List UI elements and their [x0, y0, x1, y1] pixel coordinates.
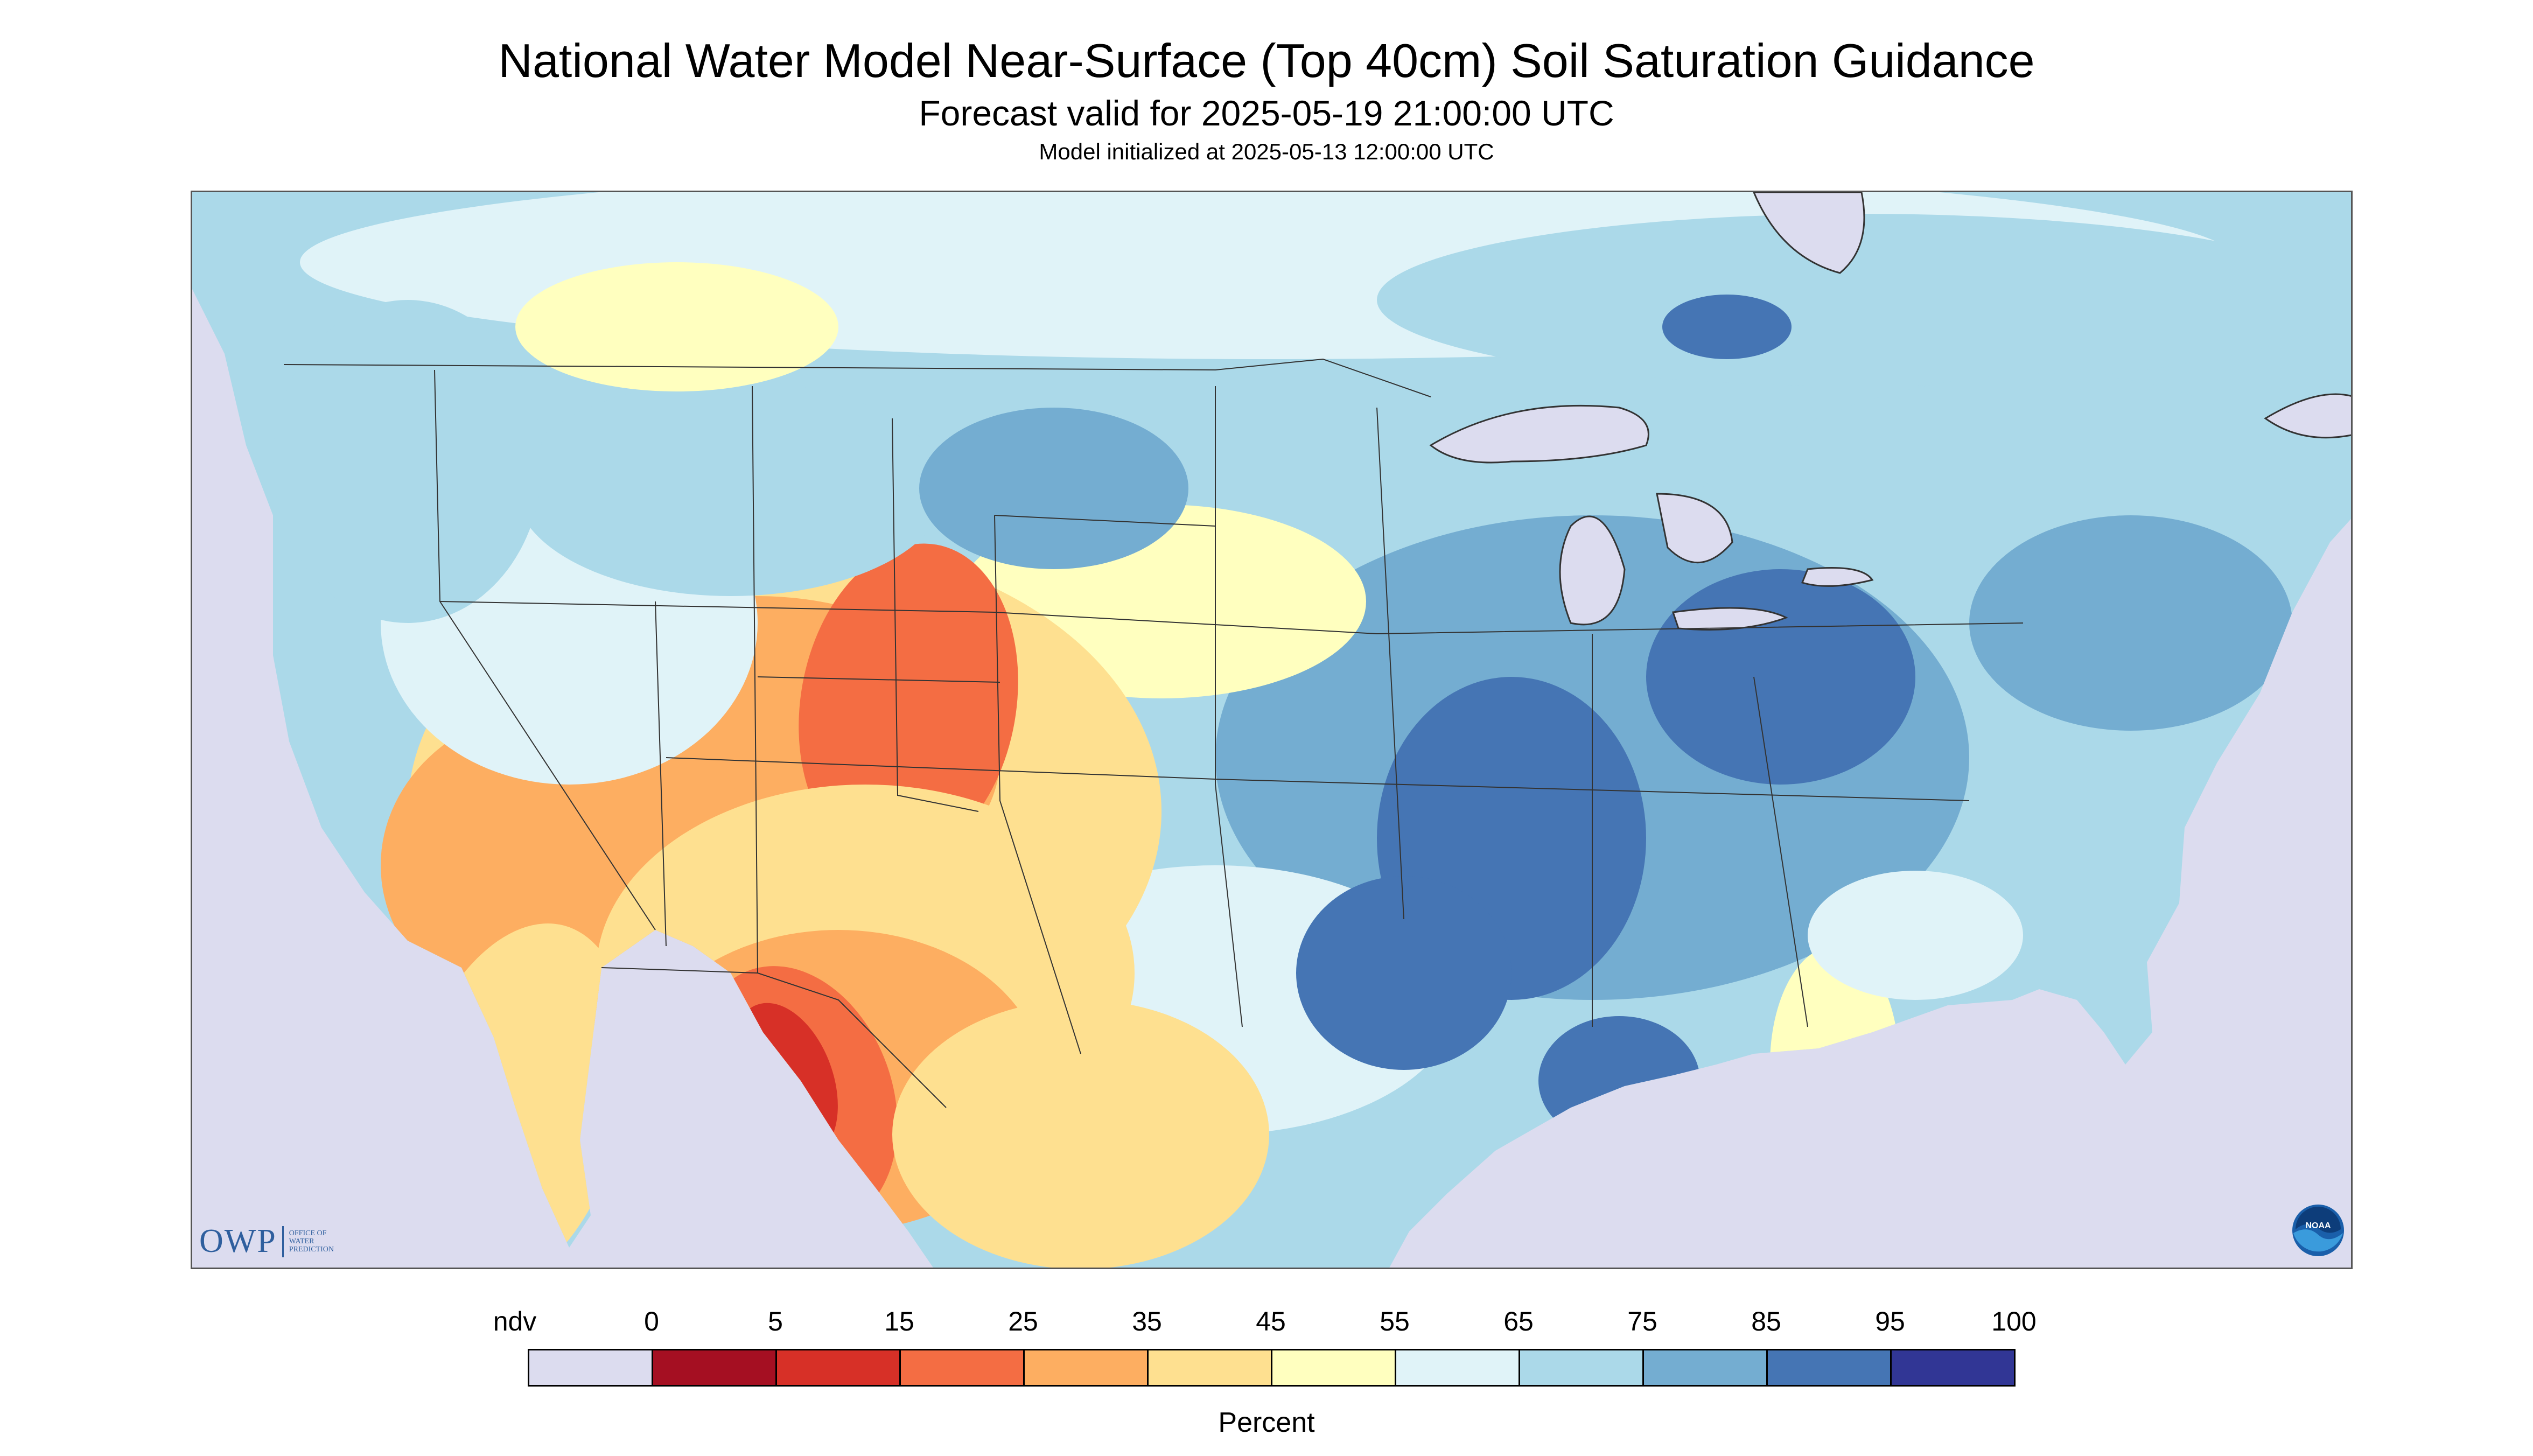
- saturation-region: [515, 381, 946, 596]
- saturation-region: [1969, 515, 2292, 731]
- color-legend: [528, 1349, 2019, 1397]
- legend-tick-5: 5: [768, 1306, 783, 1336]
- svg-text:NOAA: NOAA: [2305, 1221, 2331, 1230]
- james-bay: [1753, 192, 1865, 274]
- gulf-st-lawrence: [2264, 393, 2351, 439]
- saturation-region: [1646, 569, 1915, 785]
- legend-tick-95: 95: [1875, 1306, 1905, 1336]
- colorado-new-mexico: [892, 418, 979, 812]
- saturation-region: [919, 408, 1188, 569]
- plains-central: [1215, 386, 1243, 1027]
- noaa-logo: NOAA: [2292, 1205, 2344, 1256]
- saturation-region: [1377, 214, 2346, 386]
- legend-swatch-25-35: [1023, 1349, 1149, 1387]
- lake-ontario: [1801, 567, 1874, 587]
- legend-tick-100: 100: [1991, 1306, 2037, 1336]
- legend-swatch-75-85: [1642, 1349, 1768, 1387]
- soil-saturation-map: [191, 191, 2353, 1269]
- model-init-line: Model initialized at 2025-05-13 12:00:00…: [1039, 139, 1494, 164]
- us-mexico-border: [601, 967, 947, 1108]
- appalachian-west: [1753, 676, 1808, 1027]
- legend-swatch-65-75: [1519, 1349, 1644, 1387]
- legend-swatch-5-15: [775, 1349, 901, 1387]
- mountain-divide: [752, 386, 758, 974]
- legend-ndv-label: ndv: [493, 1306, 537, 1336]
- state-borders: [283, 358, 2024, 1108]
- legend-unit-label: Percent: [1218, 1407, 1315, 1438]
- legend-tick-0: 0: [644, 1306, 659, 1336]
- lake-huron: [1656, 493, 1733, 564]
- water-bodies: [1429, 192, 2351, 631]
- legend-tick-65: 65: [1503, 1306, 1534, 1336]
- plains-west: [994, 515, 1081, 1054]
- saturation-region: [1808, 871, 2023, 1000]
- legend-swatch-ndv: [528, 1349, 653, 1387]
- legend-tick-55: 55: [1380, 1306, 1410, 1336]
- owp-logo-subtext: OFFICE OF WATER PREDICTION: [289, 1229, 334, 1254]
- legend-swatch-55-65: [1395, 1349, 1520, 1387]
- legend-swatch-35-45: [1147, 1349, 1272, 1387]
- mississippi-valley: [1376, 407, 1404, 920]
- saturation-region: [273, 300, 542, 623]
- legend-swatch-0-5: [652, 1349, 777, 1387]
- saturation-region: [515, 262, 838, 391]
- owp-logo-divider: [282, 1226, 284, 1257]
- legend-tick-15: 15: [884, 1306, 914, 1336]
- arizona-west: [655, 601, 667, 947]
- lake-erie: [1672, 607, 1788, 631]
- legend-swatch-45-55: [1271, 1349, 1396, 1387]
- legend-swatch-85-95: [1766, 1349, 1892, 1387]
- legend-tick-25: 25: [1008, 1306, 1038, 1336]
- lat-36-line: [666, 757, 1970, 801]
- lake-michigan: [1559, 515, 1626, 626]
- dakota-line: [994, 515, 1216, 527]
- owp-logo-text: OWP: [199, 1223, 277, 1259]
- lake-superior: [1429, 404, 1649, 464]
- saturation-region: [799, 543, 1018, 864]
- lat-40-line: [439, 601, 2024, 635]
- legend-tick-35: 35: [1132, 1306, 1162, 1336]
- saturation-region: [892, 1000, 1269, 1268]
- saturation-region: [1662, 295, 1792, 359]
- saturation-region: [1296, 876, 1512, 1070]
- map-canvas: [192, 192, 2351, 1268]
- legend-swatch-95-100: [1890, 1349, 2016, 1387]
- legend-tick-85: 85: [1751, 1306, 1781, 1336]
- forecast-valid-subtitle: Forecast valid for 2025-05-19 21:00:00 U…: [919, 93, 1614, 133]
- map-title: National Water Model Near-Surface (Top 4…: [498, 34, 2035, 87]
- utah-colorado: [757, 676, 1000, 683]
- legend-swatch-15-25: [899, 1349, 1025, 1387]
- owp-logo: OWP OFFICE OF WATER PREDICTION: [199, 1222, 365, 1261]
- us-canada-border: [283, 358, 1431, 397]
- legend-tick-75: 75: [1627, 1306, 1657, 1336]
- legend-tick-45: 45: [1256, 1306, 1286, 1336]
